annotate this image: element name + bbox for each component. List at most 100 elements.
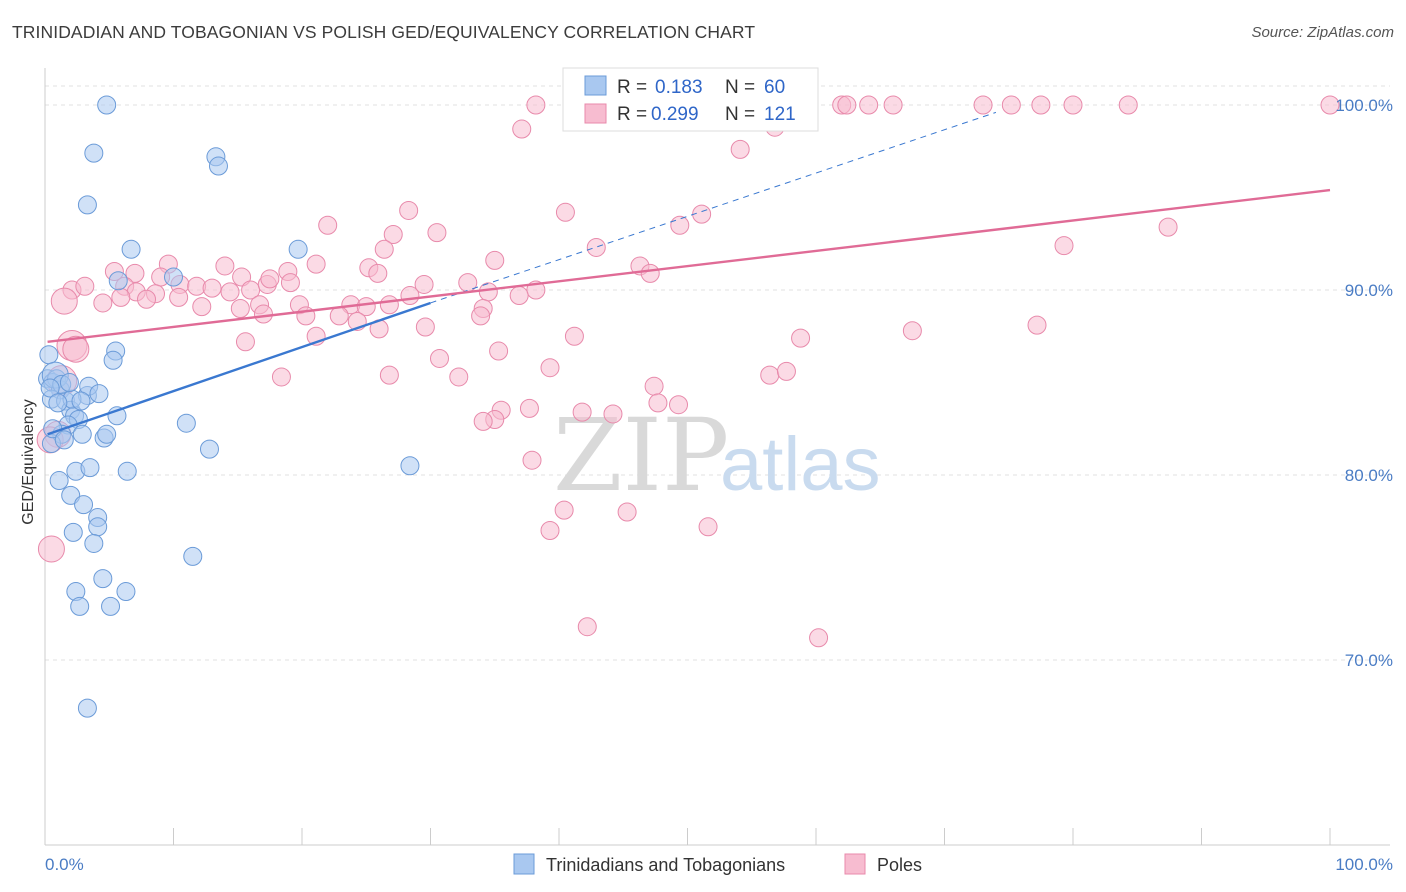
point-trinidadian (61, 485, 81, 505)
y-tick-label: 100.0% (1335, 96, 1393, 115)
point-trinidadian (49, 471, 69, 491)
point-poles (1158, 217, 1178, 237)
point-trinidadian (208, 156, 228, 176)
point-poles (973, 95, 993, 115)
point-poles (215, 256, 235, 276)
point-poles (232, 267, 252, 287)
point-trinidadian (101, 596, 121, 616)
trend-line-dashed (430, 111, 997, 304)
point-trinidadian (77, 195, 97, 215)
point-poles (883, 95, 903, 115)
y-tick-labels: 70.0% 80.0% 90.0% 100.0% (1335, 96, 1393, 670)
point-poles (648, 393, 668, 413)
point-trinidadian (70, 596, 90, 616)
point-poles (478, 282, 498, 302)
point-poles (235, 332, 255, 352)
point-poles (37, 535, 65, 563)
legend: R = 0.183 N = 60 R = 0.299 N = 121 (562, 67, 819, 132)
point-poles (902, 321, 922, 341)
x-tick-label-min: 0.0% (45, 855, 84, 874)
point-poles (1118, 95, 1138, 115)
point-poles (1031, 95, 1051, 115)
point-poles (859, 95, 879, 115)
point-poles (554, 500, 574, 520)
legend-r-value: 0.299 (651, 104, 699, 125)
point-poles (429, 348, 449, 368)
point-poles (809, 628, 829, 648)
point-poles (617, 502, 637, 522)
point-poles (730, 139, 750, 159)
point-trinidadian (164, 267, 183, 287)
point-trinidadian (288, 239, 308, 259)
point-poles (485, 250, 505, 270)
point-poles (399, 200, 419, 220)
trend-line-poles (47, 188, 1331, 343)
point-trinidadian (93, 569, 113, 589)
axes (44, 68, 1390, 846)
point-poles (356, 297, 376, 317)
point-poles (760, 365, 780, 385)
point-trinidadian (84, 143, 104, 163)
point-poles (280, 273, 300, 293)
point-poles (368, 263, 388, 283)
point-poles (458, 273, 478, 293)
point-poles (318, 215, 338, 235)
point-trinidadian (63, 522, 83, 542)
point-trinidadian (103, 350, 123, 370)
point-poles (791, 328, 811, 348)
point-poles (137, 289, 157, 309)
point-trinidadian (88, 517, 108, 537)
point-poles (50, 287, 78, 315)
point-poles (540, 358, 560, 378)
point-poles (379, 295, 399, 315)
point-poles (415, 317, 435, 337)
point-poles (1001, 95, 1021, 115)
point-trinidadian (97, 95, 117, 115)
point-trinidadian (40, 378, 60, 398)
point-poles (260, 269, 280, 289)
point-trinidadian (84, 533, 104, 553)
point-poles (564, 326, 584, 346)
point-poles (400, 286, 420, 306)
source-label: Source: ZipAtlas.com (1251, 24, 1394, 41)
point-poles (555, 202, 575, 222)
point-trinidadian (108, 271, 128, 291)
point-poles (1320, 95, 1340, 115)
bottom-legend: Trinidadians and Tobagonians Poles (513, 853, 922, 875)
bottom-legend-label-trinidadian: Trinidadians and Tobagonians (546, 855, 785, 875)
legend-n-label: N = (725, 104, 755, 125)
point-poles (837, 95, 857, 115)
point-poles (512, 119, 532, 139)
point-trinidadian (48, 393, 68, 413)
point-trinidadian (97, 424, 117, 444)
grid-lines (45, 85, 1390, 661)
point-poles (169, 287, 189, 307)
point-poles (577, 617, 597, 637)
legend-r-label: R = (617, 77, 647, 98)
legend-row-poles: R = 0.299 N = 121 (584, 103, 796, 125)
point-trinidadian (74, 495, 94, 515)
point-poles (1063, 95, 1083, 115)
point-poles (111, 287, 131, 307)
point-trinidadian (77, 698, 97, 718)
series-points (36, 95, 1340, 718)
legend-row-trinidadian: R = 0.183 N = 60 (584, 75, 785, 98)
point-trinidadian (80, 458, 100, 478)
point-poles (125, 263, 145, 283)
point-trinidadian (59, 373, 79, 392)
point-poles (644, 376, 664, 396)
point-poles (75, 276, 95, 296)
bottom-legend-swatch-trinidadian (513, 853, 535, 875)
y-tick-label: 80.0% (1345, 466, 1393, 485)
point-poles (1054, 236, 1074, 256)
point-poles (93, 293, 113, 313)
point-poles (572, 402, 592, 422)
point-trinidadian (72, 424, 92, 444)
y-tick-label: 70.0% (1345, 651, 1393, 670)
point-poles (202, 278, 222, 298)
point-poles (220, 282, 240, 302)
point-poles (670, 215, 690, 235)
point-trinidadian (117, 461, 137, 481)
point-poles (192, 297, 212, 317)
point-poles (414, 274, 434, 294)
